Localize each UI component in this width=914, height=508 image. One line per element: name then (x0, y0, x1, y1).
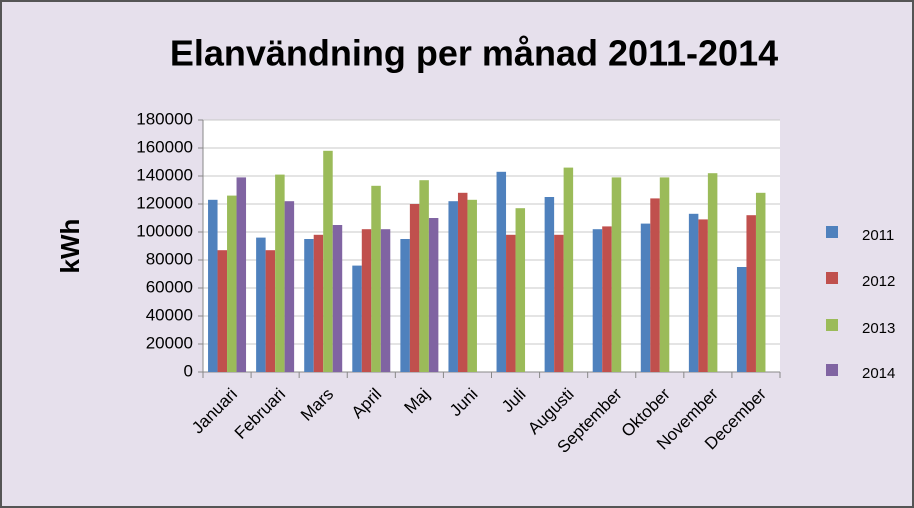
bar (467, 199, 477, 372)
bar (304, 239, 314, 372)
bar (746, 215, 756, 372)
bar (323, 150, 333, 372)
bar (284, 201, 295, 372)
bar (208, 199, 218, 372)
y-tick-label: 0 (184, 361, 193, 380)
bar (352, 265, 362, 372)
bar (400, 239, 410, 372)
legend-label: 2012 (862, 273, 895, 290)
bar (457, 192, 468, 372)
bar (217, 250, 228, 372)
bar (428, 218, 439, 372)
bar (448, 201, 458, 372)
bar (409, 204, 420, 372)
bar (602, 226, 612, 372)
bar (361, 229, 372, 372)
legend-swatch (826, 364, 838, 376)
plot-area (203, 120, 780, 372)
legend-label: 2011 (862, 227, 894, 244)
bar (236, 177, 247, 372)
bar (611, 177, 622, 372)
y-tick-label: 40000 (146, 305, 193, 324)
legend-swatch (826, 272, 838, 284)
bar (496, 171, 507, 372)
legend-swatch (826, 319, 838, 331)
bar (332, 225, 343, 372)
bar (313, 234, 324, 372)
bar (371, 185, 381, 372)
y-tick-label: 60000 (146, 277, 193, 296)
bar (275, 174, 285, 372)
y-tick-label: 100000 (136, 221, 193, 240)
bar (659, 177, 670, 372)
bar (380, 229, 391, 372)
bar (227, 195, 237, 372)
bar (544, 197, 555, 372)
y-tick-label: 160000 (136, 137, 193, 156)
legend-label: 2014 (862, 365, 895, 382)
bar (736, 267, 747, 372)
bar (563, 167, 574, 372)
bar (698, 219, 708, 372)
bar (688, 213, 699, 372)
bar (419, 180, 429, 372)
bar (506, 234, 516, 372)
chart-title: Elanvändning per månad 2011-2014 (170, 33, 778, 74)
y-tick-label: 140000 (136, 165, 193, 184)
legend-label: 2013 (862, 320, 895, 337)
y-tick-label: 80000 (146, 249, 193, 268)
bar (707, 173, 718, 372)
bar (592, 229, 603, 372)
y-axis-label: kWh (55, 219, 85, 274)
legend-swatch (826, 226, 838, 238)
bar (640, 223, 651, 372)
bar (515, 208, 526, 372)
bar (256, 237, 266, 372)
bar (554, 234, 564, 372)
y-tick-label: 20000 (146, 333, 193, 352)
y-tick-label: 180000 (136, 109, 193, 128)
bar (650, 198, 660, 372)
bar (755, 192, 766, 372)
bar (265, 250, 276, 372)
y-tick-label: 120000 (136, 193, 193, 212)
